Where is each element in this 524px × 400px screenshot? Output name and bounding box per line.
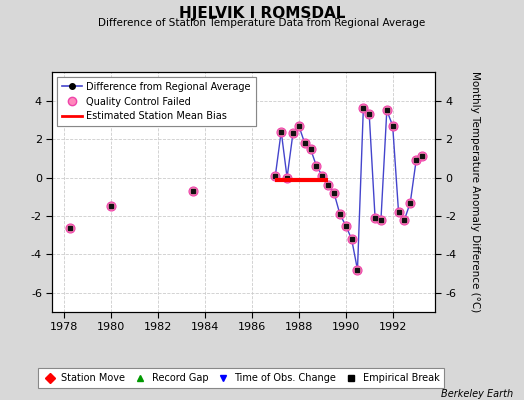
Text: Berkeley Earth: Berkeley Earth (441, 389, 514, 399)
Legend: Difference from Regional Average, Quality Control Failed, Estimated Station Mean: Difference from Regional Average, Qualit… (57, 77, 256, 126)
Legend: Station Move, Record Gap, Time of Obs. Change, Empirical Break: Station Move, Record Gap, Time of Obs. C… (38, 368, 444, 388)
Text: Difference of Station Temperature Data from Regional Average: Difference of Station Temperature Data f… (99, 18, 425, 28)
Y-axis label: Monthly Temperature Anomaly Difference (°C): Monthly Temperature Anomaly Difference (… (471, 71, 481, 313)
Text: HJELVIK I ROMSDAL: HJELVIK I ROMSDAL (179, 6, 345, 21)
